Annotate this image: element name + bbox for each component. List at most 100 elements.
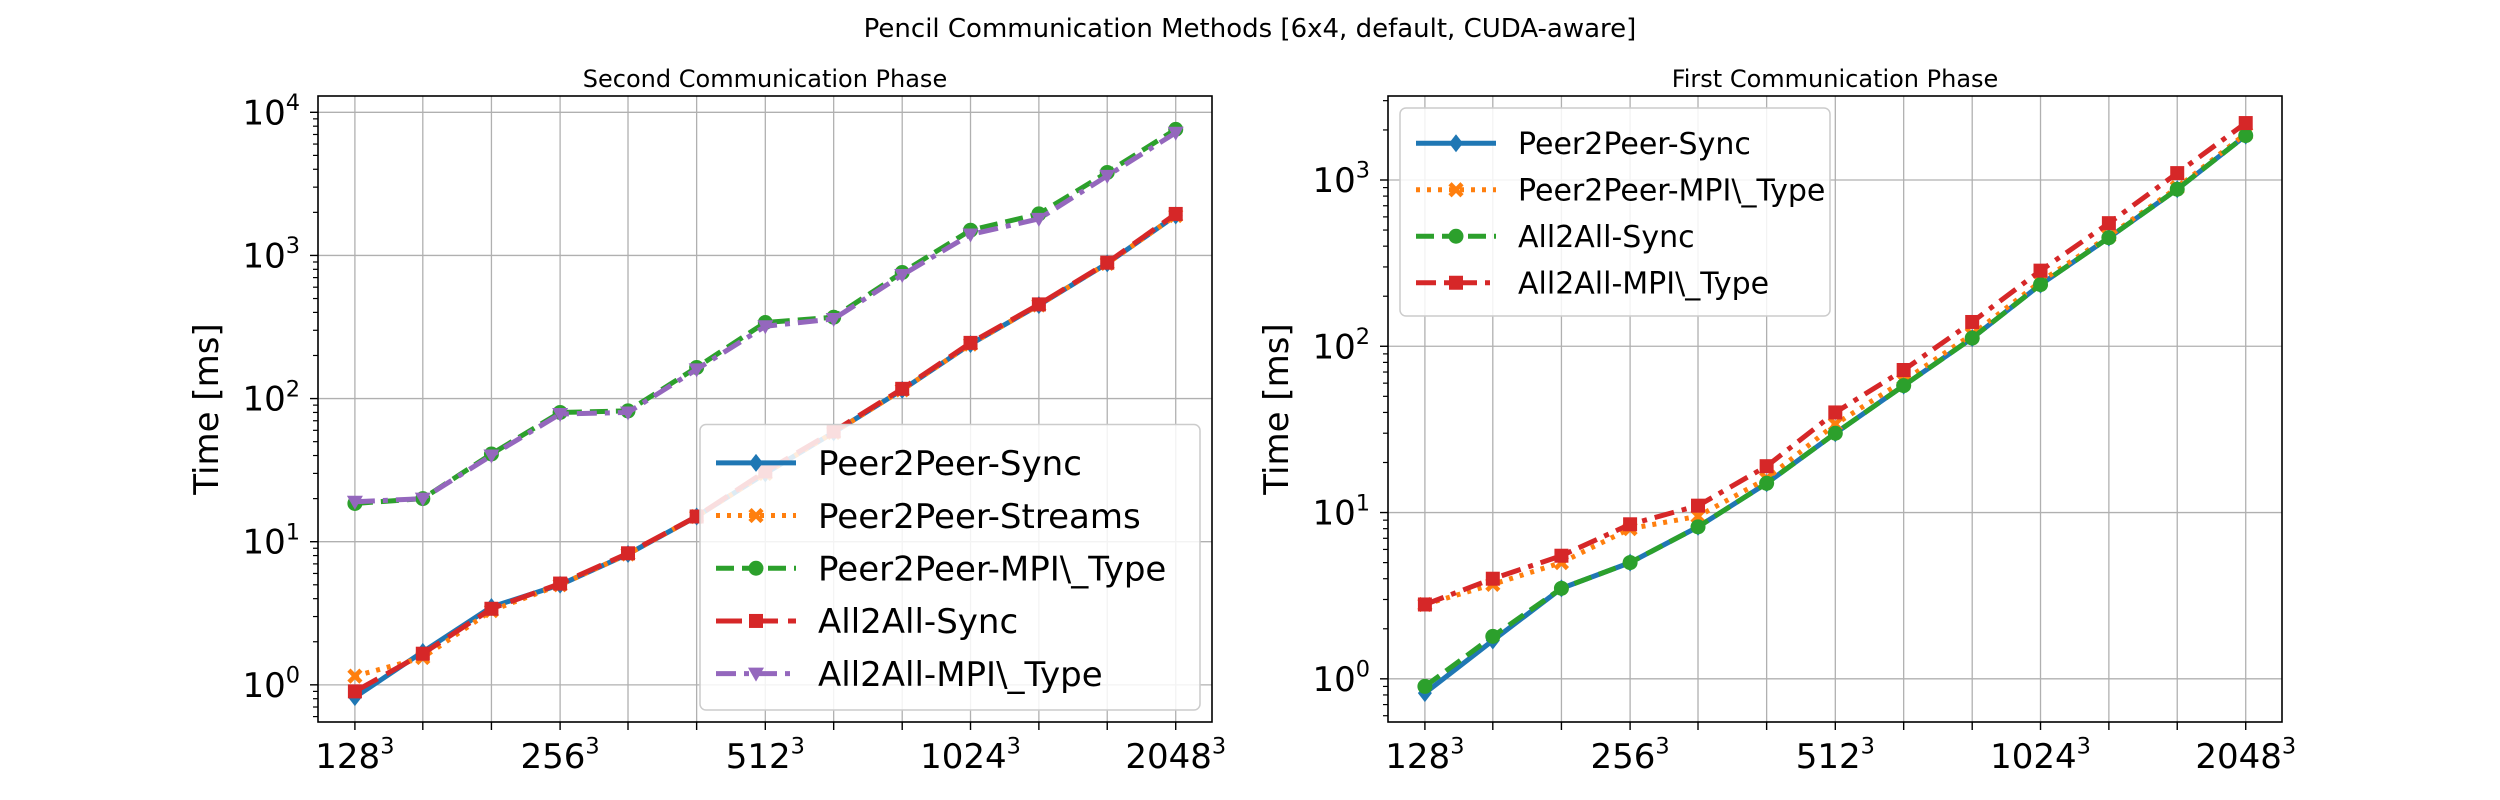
data-point — [1896, 378, 1912, 394]
x-tick-label: 10243 — [920, 734, 1021, 777]
y-tick-label: 100 — [242, 663, 300, 706]
legend-item: All2All-Sync — [716, 602, 1018, 642]
data-point — [2101, 216, 2116, 231]
legend-item: Peer2Peer-Streams — [716, 497, 1141, 537]
data-point — [963, 335, 978, 350]
data-point — [1691, 498, 1706, 513]
legend-box — [699, 423, 1201, 711]
legend-item: Peer2Peer-Sync — [716, 444, 1082, 484]
data-point — [2101, 230, 2117, 246]
y-axis-label: Time [ms] — [187, 323, 227, 495]
legend-marker — [1449, 134, 1463, 153]
legend-marker — [748, 560, 764, 576]
legend-box — [1399, 107, 1831, 317]
series-4 — [1417, 116, 2253, 612]
data-point — [2170, 166, 2185, 181]
y-tick-label: 102 — [1312, 324, 1370, 367]
x-tick-label: 20483 — [1125, 734, 1226, 777]
legend: Peer2Peer-Sync Peer2Peer-MPI\_Type All2All… — [1399, 107, 1831, 317]
axis-ticks — [310, 111, 1177, 730]
chart-panel-1: 1283 2563 5123 10243 20483 100 101 102 103 104 Sec… — [187, 65, 1226, 777]
legend-label: All2All-MPI\_Type — [818, 655, 1103, 695]
legend-marker — [1448, 228, 1464, 244]
data-point — [1759, 459, 1774, 474]
legend-marker — [1448, 182, 1464, 198]
data-point — [1417, 678, 1433, 694]
data-point — [1417, 597, 1432, 612]
data-point — [483, 449, 500, 464]
y-axis-label: Time [ms] — [1257, 323, 1297, 495]
x-tick-label: 1283 — [315, 734, 394, 777]
data-point — [2033, 263, 2048, 278]
axis-ticks — [1380, 100, 2247, 730]
series-3 — [1417, 128, 2254, 694]
data-point — [1030, 212, 1047, 227]
legend-label: All2All-Sync — [818, 602, 1018, 642]
data-point — [1553, 580, 1569, 596]
legend-label: Peer2Peer-MPI\_Type — [1518, 174, 1825, 209]
data-point — [1896, 362, 1911, 377]
legend-marker — [749, 613, 763, 628]
legend-label: All2All-MPI\_Type — [1518, 267, 1769, 302]
legend-label: Peer2Peer-MPI\_Type — [818, 549, 1166, 589]
data-point — [484, 601, 499, 616]
x-tick-label: 5123 — [726, 734, 805, 777]
chart-title: First Communication Phase — [1672, 65, 1999, 93]
legend-marker — [749, 453, 763, 472]
y-tick-label: 104 — [242, 90, 300, 133]
data-point — [895, 381, 910, 396]
data-point — [620, 406, 637, 421]
legend-label: Peer2Peer-Sync — [1518, 127, 1751, 162]
series-4 — [347, 206, 1183, 699]
x-tick-label: 5123 — [1796, 734, 1875, 777]
data-point — [1965, 314, 1980, 329]
data-point — [414, 492, 431, 507]
legend: Peer2Peer-Sync Peer2Peer-Streams Peer2Peer… — [699, 423, 1201, 711]
data-point — [415, 646, 430, 661]
legend-item: All2All-MPI\_Type — [716, 655, 1103, 695]
data-point — [1485, 571, 1500, 586]
data-point — [621, 546, 636, 561]
data-point — [1759, 475, 1775, 491]
data-point — [1168, 206, 1183, 221]
data-point — [1622, 555, 1638, 571]
data-point — [825, 312, 842, 327]
figure-title: Pencil Communication Methods [6x4, defau… — [863, 14, 1637, 44]
data-point — [552, 408, 569, 423]
data-point — [688, 363, 705, 378]
data-point — [2033, 277, 2049, 293]
data-point — [1099, 169, 1116, 184]
data-point — [1100, 255, 1115, 270]
y-tick-label: 101 — [1312, 490, 1370, 533]
data-point — [2169, 181, 2185, 197]
y-tick-label: 101 — [242, 519, 300, 562]
y-tick-label: 102 — [242, 376, 300, 419]
legend-item: Peer2Peer-MPI\_Type — [716, 549, 1166, 589]
data-point — [894, 269, 911, 284]
legend-marker — [748, 507, 764, 524]
data-point — [1167, 126, 1184, 141]
axes-frame — [317, 95, 1213, 723]
chart-panel-2: 1283 2563 5123 10243 20483 100 101 102 103 First … — [1257, 65, 2296, 777]
x-tick-label: 20483 — [2195, 734, 2296, 777]
y-tick-label: 100 — [1312, 657, 1370, 700]
data-point — [1031, 297, 1046, 312]
data-point — [347, 668, 363, 684]
y-tick-label: 103 — [242, 233, 300, 276]
legend-marker — [1449, 275, 1463, 290]
legend-item: All2All-Sync — [1416, 220, 1695, 255]
data-point — [1554, 548, 1569, 563]
axes-frame — [1387, 95, 2283, 723]
data-point — [757, 320, 774, 335]
legend-label: Peer2Peer-Streams — [818, 497, 1141, 537]
data-point — [1828, 405, 1843, 420]
data-point — [553, 576, 568, 591]
y-tick-label: 103 — [1312, 158, 1370, 201]
chart-title: Second Communication Phase — [583, 65, 947, 93]
series-5 — [346, 126, 1184, 510]
x-tick-label: 2563 — [1591, 734, 1670, 777]
data-point — [1827, 425, 1843, 441]
legend-label: Peer2Peer-Sync — [818, 444, 1082, 484]
data-point — [2238, 116, 2253, 131]
